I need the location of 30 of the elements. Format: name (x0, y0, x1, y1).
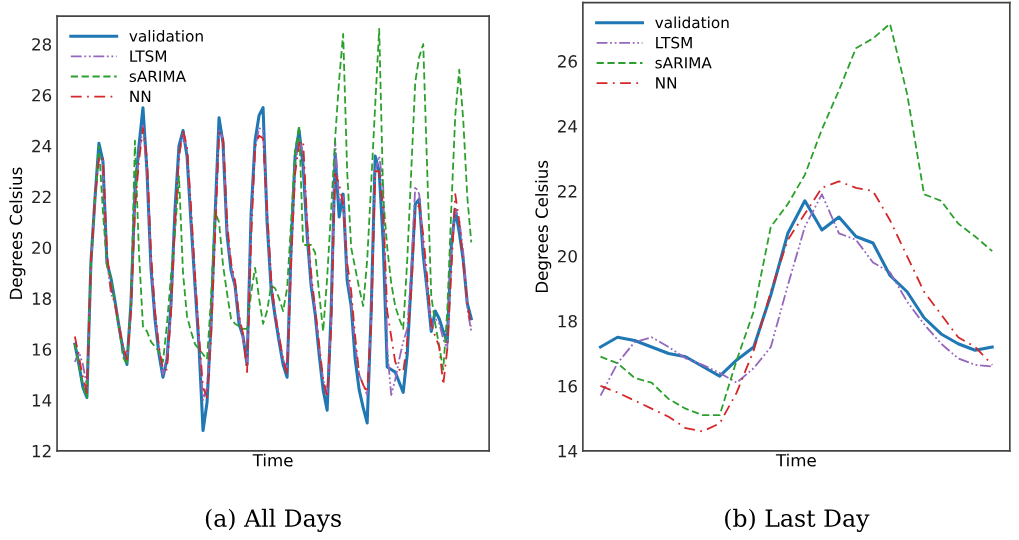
y-tick-label: 20 (558, 249, 577, 263)
y-tick-label: 24 (558, 120, 578, 133)
y-tick-label: 22 (32, 190, 51, 204)
text: (a) All Days (205, 508, 341, 532)
x-axis-title: Time (775, 453, 816, 467)
y-tick-label: 26 (32, 88, 52, 102)
legend-label: NN (656, 77, 677, 89)
legend-label: sARIMA (129, 70, 186, 83)
legend-label: LTSM (656, 36, 692, 49)
y-tick-label: 20 (32, 241, 52, 255)
legend-label: validation (129, 29, 203, 42)
legend-label: sARIMA (655, 57, 712, 69)
x-axis-title: Time (252, 453, 293, 467)
y-tick-label: 14 (558, 445, 578, 458)
y-axis-title: Degrees Celsius (9, 167, 26, 299)
y-tick-label: 14 (32, 394, 52, 407)
y-tick-label: 16 (32, 343, 52, 356)
text: (b) Last Day (725, 508, 870, 532)
legend-label: NN (130, 90, 151, 102)
y-tick-label: 22 (558, 185, 577, 198)
y-tick-label: 12 (32, 444, 51, 458)
y-tick-label: 18 (32, 292, 52, 305)
y-tick-label: 28 (32, 38, 52, 51)
legend-label: LTSM (130, 50, 166, 62)
y-tick-label: 16 (558, 379, 577, 393)
y-tick-label: 24 (32, 139, 52, 153)
y-tick-label: 18 (558, 314, 577, 328)
legend-label: validation (655, 16, 729, 29)
y-tick-label: 26 (558, 55, 577, 68)
y-axis-title: Degrees Celsius (535, 160, 552, 293)
